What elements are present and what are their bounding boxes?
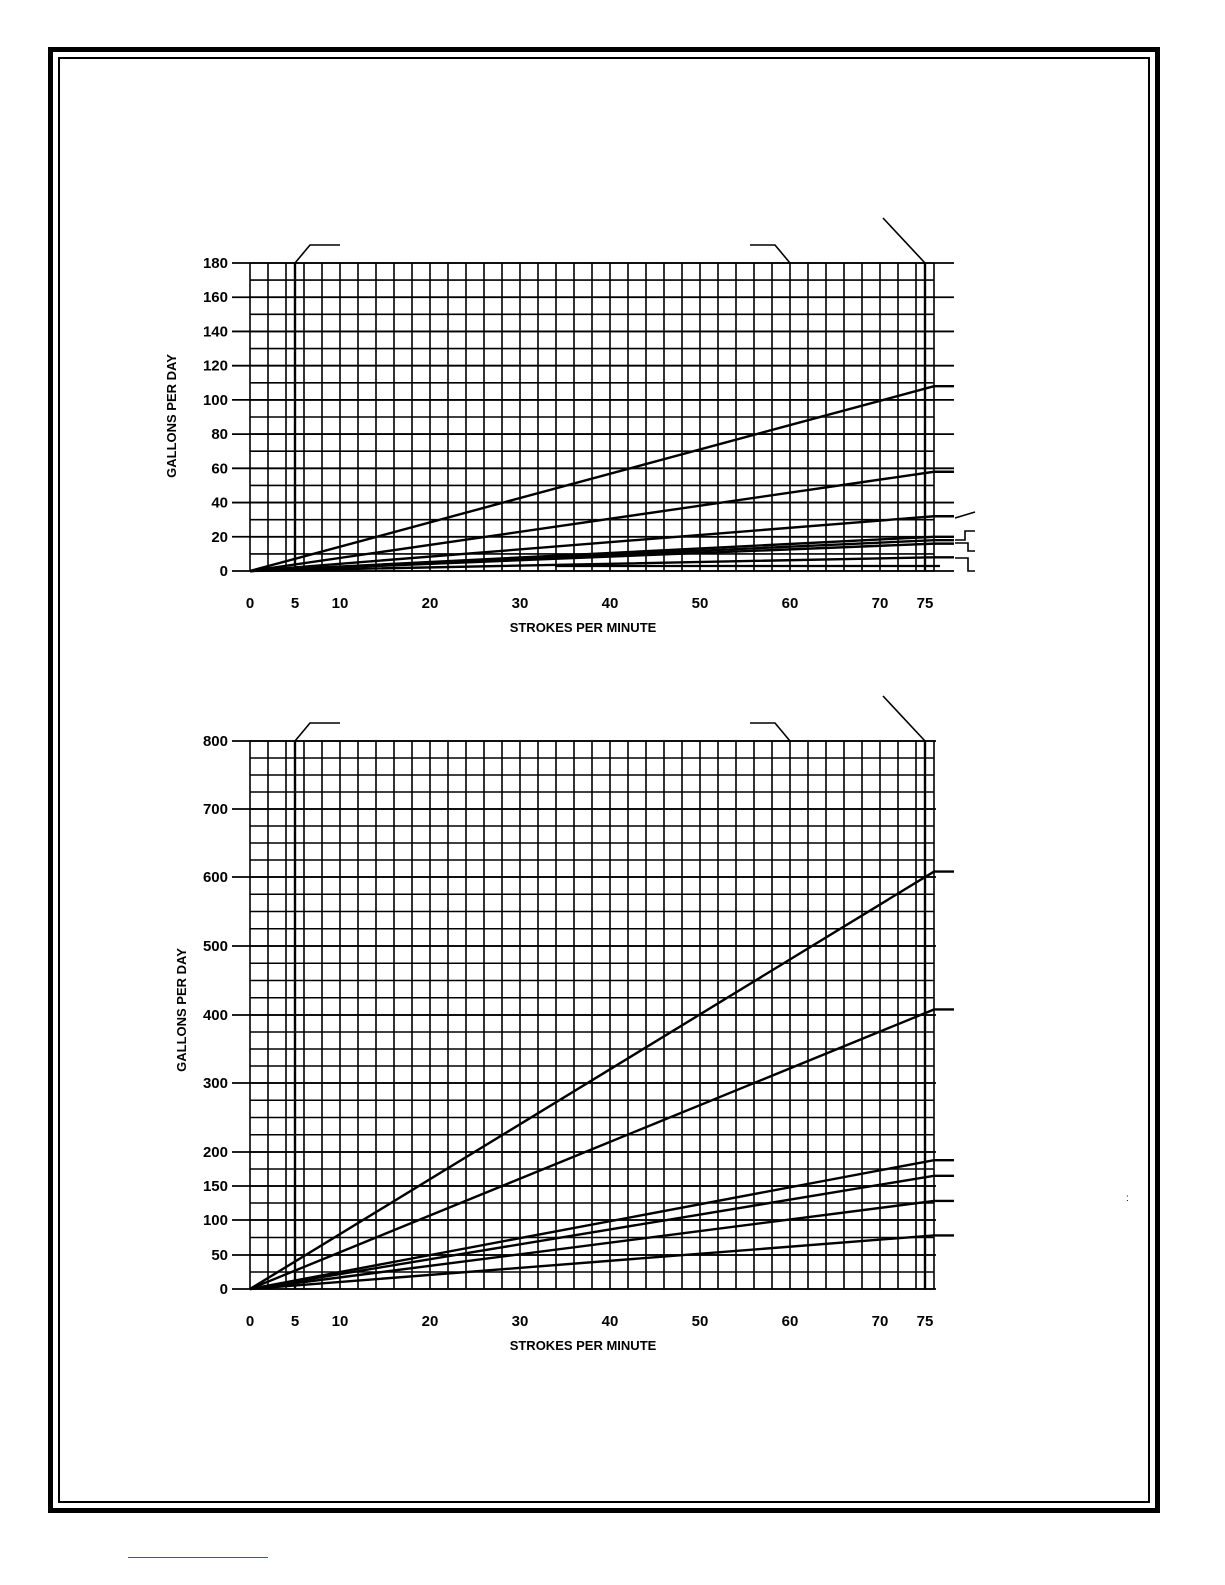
callout-leader [294, 244, 340, 264]
y-tick-label: 20 [211, 529, 228, 546]
x-tick-label: 20 [422, 1313, 439, 1330]
callout-leader [294, 722, 340, 742]
y-tick-label: 100 [203, 1212, 228, 1229]
x-axis-label: STROKES PER MINUTE [510, 1338, 657, 1353]
series-line [249, 1199, 954, 1291]
callout-leader [954, 511, 976, 519]
chart-top: 0 20 40 60 80 100 120 140 160 180 0 5 10 20 30 40 50 60 70… [164, 217, 976, 635]
x-tick-label: 75 [917, 1313, 934, 1330]
y-tick-label: 100 [203, 392, 228, 409]
callout-leader [955, 530, 975, 541]
x-tick-label: 0 [246, 1313, 254, 1330]
page-border-inner [58, 57, 1150, 1503]
series-line [249, 470, 954, 573]
x-tick-label: 5 [291, 595, 299, 612]
y-tick-label: 200 [203, 1144, 228, 1161]
page-border [48, 47, 1160, 1513]
y-tick-label: 80 [211, 426, 228, 443]
y-tick-label: 60 [211, 460, 228, 477]
series-line [249, 1008, 954, 1291]
x-tick-label: 5 [291, 1313, 299, 1330]
callout-leader [882, 695, 926, 742]
x-tick-label: 30 [512, 595, 529, 612]
x-tick-label: 60 [782, 1313, 799, 1330]
series-line [249, 1234, 954, 1291]
y-tick-label: 160 [203, 289, 228, 306]
callout-leader [750, 722, 791, 742]
y-tick-label: 0 [220, 563, 228, 580]
x-tick-label: 10 [332, 595, 349, 612]
callout-leader [750, 244, 791, 264]
y-tick-label: 150 [203, 1178, 228, 1195]
y-tick-label: 50 [211, 1247, 228, 1264]
y-tick-label: 140 [203, 323, 228, 340]
y-tick-label: 0 [220, 1281, 228, 1298]
series-line [249, 556, 954, 573]
series-line [249, 542, 954, 573]
y-tick-label: 300 [203, 1075, 228, 1092]
y-tick-label: 120 [203, 358, 228, 375]
callout-leader [955, 557, 975, 572]
x-tick-label: 70 [872, 1313, 889, 1330]
y-tick-label: 800 [203, 733, 228, 750]
x-tick-label: 30 [512, 1313, 529, 1330]
series-line [249, 1158, 954, 1291]
x-tick-label: 50 [692, 595, 709, 612]
y-axis-label: GALLONS PER DAY [174, 948, 189, 1072]
x-tick-label: 40 [602, 595, 619, 612]
y-axis-label: GALLONS PER DAY [164, 354, 179, 478]
x-tick-label: 50 [692, 1313, 709, 1330]
series-line [249, 870, 954, 1291]
x-tick-label: 60 [782, 595, 799, 612]
x-tick-label: 40 [602, 1313, 619, 1330]
y-tick-label: 700 [203, 801, 228, 818]
x-tick-label: 75 [917, 595, 934, 612]
chart-bottom: 0 50 100 150 200 300 400 500 600 700 800 0 5 10 20 30 40… [174, 695, 954, 1353]
y-tick-label: 180 [203, 255, 228, 272]
x-tick-label: 0 [246, 595, 254, 612]
callout-leader [882, 217, 926, 264]
y-tick-label: 600 [203, 869, 228, 886]
series-line [249, 385, 954, 573]
y-tick-label: 500 [203, 938, 228, 955]
y-tick-label: 400 [203, 1007, 228, 1024]
footer-rule [128, 1557, 268, 1558]
stray-mark: : [1126, 1193, 1129, 1204]
y-tick-label: 40 [211, 495, 228, 512]
x-axis-label: STROKES PER MINUTE [510, 620, 657, 635]
x-tick-label: 70 [872, 595, 889, 612]
x-tick-label: 20 [422, 595, 439, 612]
callout-leader [955, 542, 975, 552]
series-line [249, 515, 954, 573]
series-line [249, 1174, 954, 1291]
x-tick-label: 10 [332, 1313, 349, 1330]
